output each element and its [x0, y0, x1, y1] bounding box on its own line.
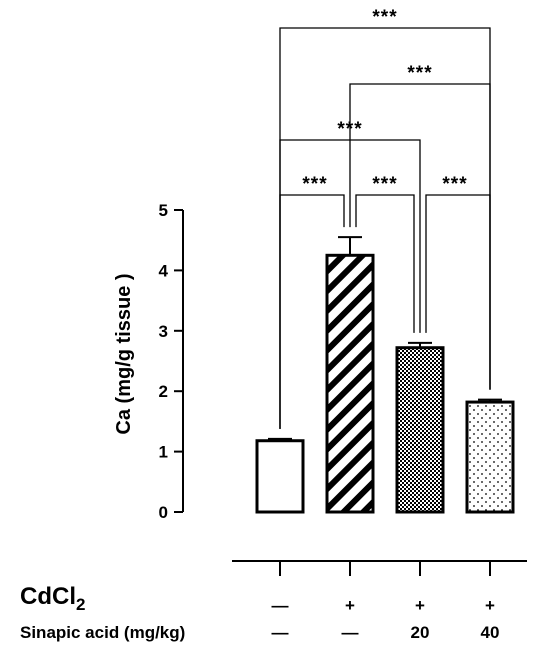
significance-label: ***	[372, 174, 397, 195]
condition-value: +	[485, 596, 495, 615]
condition-value: —	[272, 596, 289, 615]
condition-values: — + + + — — 20 40	[272, 596, 500, 642]
significance-bracket	[279, 27, 491, 429]
y-axis: 0 1 2 3 4 5	[159, 201, 184, 522]
condition-value: —	[342, 623, 359, 642]
bar	[465, 400, 515, 514]
condition-value: —	[272, 623, 289, 642]
bar	[325, 253, 375, 514]
condition-value: 20	[411, 623, 430, 642]
cdcl2-label: CdCl2	[20, 583, 85, 614]
significance-label: ***	[442, 174, 467, 195]
significance-label: ***	[302, 174, 327, 195]
y-tick-label: 4	[159, 261, 169, 280]
y-axis-label: Ca (mg/g tissue )	[113, 273, 135, 434]
condition-value: +	[345, 596, 355, 615]
y-tick-label: 3	[159, 322, 168, 341]
condition-ticks	[279, 561, 491, 576]
bars	[255, 236, 515, 514]
significance-brackets: *** *** ************	[279, 7, 491, 429]
y-tick-label: 5	[159, 201, 168, 220]
bar	[395, 346, 445, 514]
condition-value: +	[415, 596, 425, 615]
y-tick-label: 0	[159, 503, 168, 522]
significance-label: ***	[407, 63, 432, 84]
significance-bracket	[355, 194, 415, 333]
y-tick-label: 2	[159, 382, 168, 401]
y-tick-label: 1	[159, 443, 168, 462]
bar	[255, 439, 305, 514]
significance-label: ***	[372, 7, 397, 28]
sinapic-acid-label: Sinapic acid (mg/kg)	[20, 623, 185, 642]
condition-value: 40	[481, 623, 500, 642]
